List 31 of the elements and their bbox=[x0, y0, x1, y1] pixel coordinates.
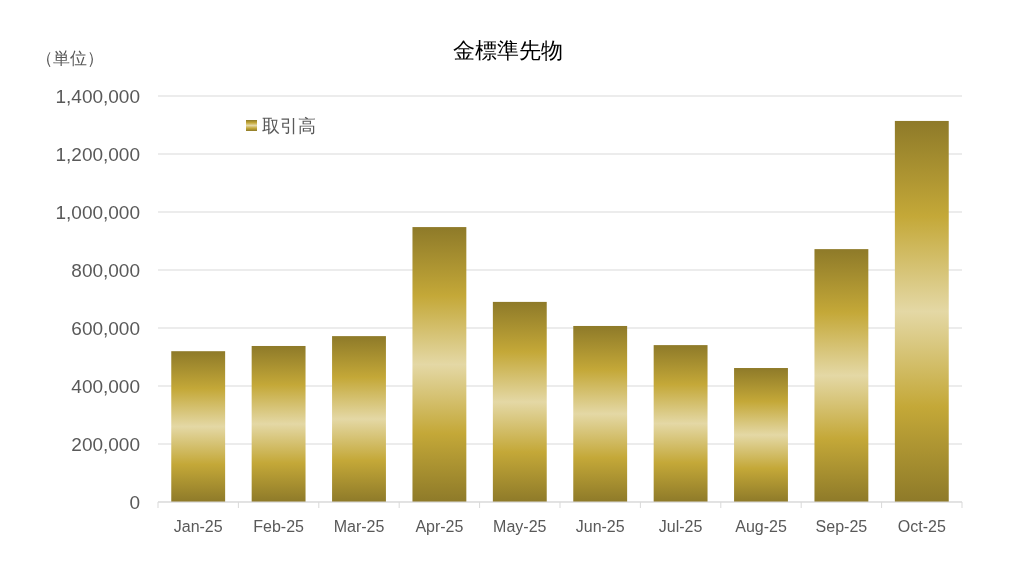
y-tick-label: 1,200,000 bbox=[55, 143, 140, 165]
y-tick-label: 400,000 bbox=[71, 375, 140, 397]
y-tick-label: 600,000 bbox=[71, 317, 140, 339]
bar bbox=[894, 120, 949, 502]
x-tick-label: May-25 bbox=[493, 518, 547, 535]
chart-title: 金標準先物 bbox=[452, 38, 563, 63]
bar bbox=[412, 227, 467, 502]
x-tick-label: Mar-25 bbox=[333, 518, 385, 535]
bar bbox=[332, 336, 386, 502]
bar bbox=[171, 351, 226, 502]
bar bbox=[734, 368, 788, 502]
y-tick-label: 800,000 bbox=[71, 259, 140, 281]
bar bbox=[492, 301, 547, 502]
bar bbox=[814, 249, 869, 502]
x-tick-label: Apr-25 bbox=[415, 518, 464, 535]
y-tick-label: 200,000 bbox=[71, 433, 140, 455]
y-tick-label: 1,000,000 bbox=[55, 201, 140, 223]
bar bbox=[653, 345, 708, 502]
bar bbox=[573, 325, 628, 502]
y-tick-label: 1,400,000 bbox=[55, 85, 140, 107]
x-tick-label: Sep-25 bbox=[815, 518, 868, 535]
x-tick-label: Oct-25 bbox=[897, 518, 946, 535]
y-axis-title: （単位） bbox=[36, 49, 104, 68]
x-tick-label: Jan-25 bbox=[173, 518, 223, 535]
x-tick-label: Jul-25 bbox=[658, 518, 703, 535]
x-tick-label: Jun-25 bbox=[575, 518, 625, 535]
x-tick-label: Feb-25 bbox=[253, 518, 305, 535]
x-tick-label: Aug-25 bbox=[735, 518, 787, 535]
y-tick-label: 0 bbox=[129, 491, 140, 513]
bar bbox=[251, 345, 306, 502]
legend-label: 取引高 bbox=[262, 116, 316, 137]
